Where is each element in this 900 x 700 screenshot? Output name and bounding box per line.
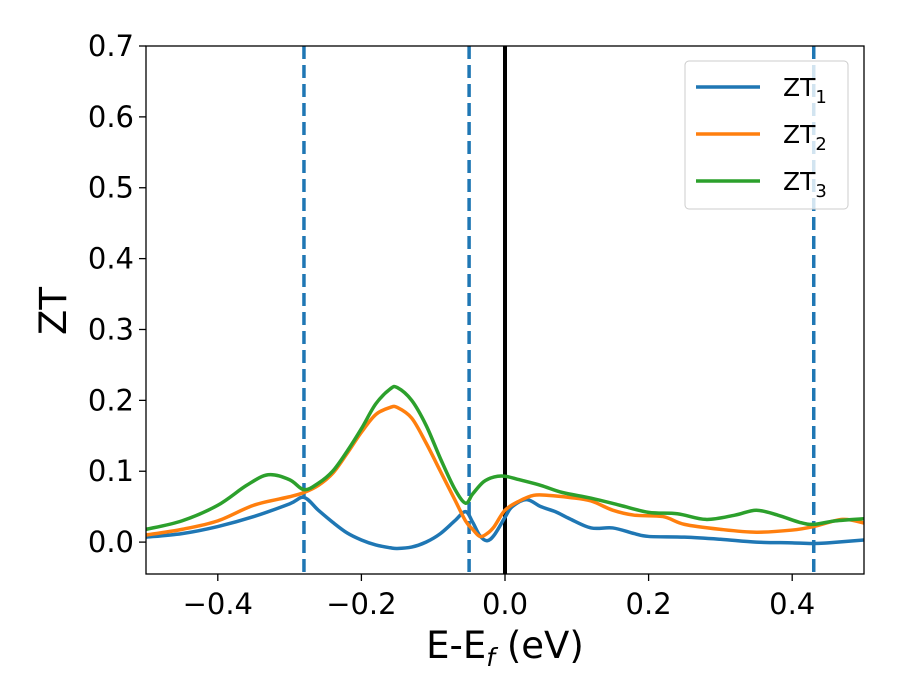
x-tick-label: 0.2 bbox=[626, 587, 672, 621]
legend: ZT1 ZT2 ZT3 bbox=[684, 60, 849, 210]
y-tick-label: 0.5 bbox=[88, 171, 134, 205]
x-tick-label: −0.2 bbox=[326, 587, 396, 621]
x-axis-title: E-Ef (eV) bbox=[426, 624, 584, 672]
series-layer bbox=[146, 384, 864, 551]
y-tick-label: 0.6 bbox=[88, 100, 134, 134]
y-tick-label: 0.4 bbox=[88, 242, 134, 276]
legend-label-zt1: ZT1 bbox=[783, 73, 827, 108]
y-tick-label: 0.7 bbox=[88, 29, 134, 63]
legend-label-zt2: ZT2 bbox=[783, 120, 827, 155]
y-tick-label: 0.1 bbox=[88, 454, 134, 488]
y-tick-label: 0.2 bbox=[88, 383, 134, 417]
y-tick-label: 0.0 bbox=[88, 525, 134, 559]
legend-box bbox=[684, 60, 849, 210]
x-tick-label: 0.4 bbox=[769, 587, 815, 621]
legend-label-zt3: ZT3 bbox=[783, 167, 827, 202]
y-axis-title: ZT bbox=[32, 287, 75, 335]
y-axis: 0.0 0.1 0.2 0.3 0.4 0.5 0.6 0.7 bbox=[88, 29, 146, 559]
series-line-zt3 bbox=[146, 384, 864, 532]
x-tick-label: −0.4 bbox=[183, 587, 253, 621]
y-tick-label: 0.3 bbox=[88, 312, 134, 346]
x-tick-label: 0.0 bbox=[482, 587, 528, 621]
series-line-zt2 bbox=[146, 404, 864, 539]
x-axis: −0.4 −0.2 0.0 0.2 0.4 bbox=[183, 574, 815, 621]
